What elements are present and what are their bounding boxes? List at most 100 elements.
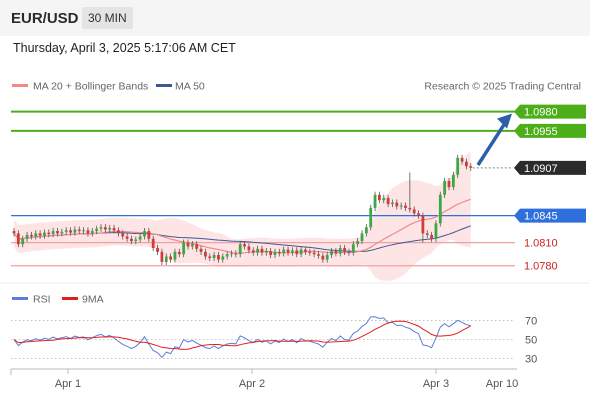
candle: [16, 233, 20, 245]
candle: [182, 242, 186, 255]
candle: [443, 180, 447, 195]
legend-label-ma50: MA 50: [175, 81, 205, 93]
candle: [369, 207, 373, 228]
timeframe-badge[interactable]: 30 MIN: [82, 7, 133, 29]
candle: [173, 251, 177, 260]
legend-swatch-ma20: [12, 84, 28, 87]
candle: [169, 256, 172, 260]
candle: [334, 251, 338, 254]
candle: [177, 251, 181, 255]
price-tag-label-1: 1.0955: [524, 126, 558, 138]
candle: [417, 213, 420, 216]
candle: [112, 227, 116, 231]
candle: [378, 194, 381, 201]
rsi-panel: 70 50 30: [11, 316, 537, 365]
candle: [330, 251, 333, 255]
chart-header: EUR/USD 30 MIN: [0, 0, 590, 36]
forecast-arrowhead: [497, 113, 512, 129]
candle: [51, 231, 55, 235]
timestamp: Thursday, April 3, 2025 5:17:06 AM CET: [13, 41, 236, 55]
candle: [130, 238, 133, 242]
candle: [147, 231, 151, 239]
candle: [34, 233, 38, 237]
candle: [90, 231, 94, 234]
candle: [217, 254, 220, 260]
candle: [438, 194, 442, 224]
candle: [221, 256, 225, 260]
candle: [291, 250, 294, 253]
price-tag-2: [514, 160, 586, 175]
candle: [56, 231, 59, 234]
candle: [391, 202, 394, 205]
candle: [164, 256, 168, 262]
candle: [204, 251, 207, 257]
candle: [212, 254, 216, 259]
candle: [208, 256, 212, 259]
candle: [143, 231, 146, 237]
candle: [86, 230, 90, 234]
candle: [325, 254, 329, 260]
main-legend: MA 20 + Bollinger Bands MA 50 Research ©…: [12, 81, 581, 93]
candle: [30, 234, 33, 237]
candle: [251, 250, 255, 253]
candle: [382, 197, 386, 201]
candle: [234, 253, 238, 255]
candle: [38, 233, 42, 236]
price-tag-0: [514, 104, 586, 119]
candle: [351, 244, 355, 253]
candle: [269, 251, 273, 255]
symbol-title: EUR/USD: [11, 10, 79, 27]
candle: [395, 202, 399, 207]
price-panel: 1.0980 1.0955 1.0907 1.0845 1.0810 1.0780: [11, 104, 586, 281]
candle: [360, 233, 364, 242]
candle: [12, 231, 16, 234]
candle: [125, 236, 129, 239]
candle: [21, 238, 25, 245]
candle: [304, 249, 307, 252]
candle: [247, 246, 251, 251]
candle: [434, 223, 438, 239]
candle: [64, 230, 68, 232]
candle: [156, 248, 159, 252]
time-tick-label: Apr 10: [486, 378, 518, 390]
candle: [186, 242, 190, 247]
candle: [356, 241, 360, 245]
candle: [190, 244, 194, 247]
candle: [456, 157, 460, 175]
price-tag-label-3: 1.0845: [524, 211, 558, 223]
candle: [238, 244, 242, 255]
candle: [256, 248, 259, 253]
rsi-level-label: 30: [525, 353, 537, 365]
legend-label-9ma: 9MA: [82, 294, 104, 306]
candle: [230, 253, 233, 255]
rsi-level-label: 70: [525, 316, 537, 328]
candle: [73, 229, 77, 233]
candle: [282, 249, 286, 254]
rsi-legend: RSI 9MA: [12, 294, 104, 306]
candle: [364, 227, 368, 234]
candle: [47, 232, 51, 235]
candle: [412, 209, 416, 214]
time-tick-label: Apr 3: [423, 378, 449, 390]
legend-swatch-rsi: [12, 297, 28, 300]
candle: [421, 215, 425, 234]
candle: [60, 231, 64, 234]
candle: [321, 255, 325, 260]
candle: [347, 251, 351, 253]
candle: [151, 238, 155, 249]
rsi-level-label: 50: [525, 335, 537, 347]
candle: [108, 227, 112, 230]
candle: [69, 230, 72, 233]
price-tag-1: [514, 123, 586, 138]
candle: [451, 174, 455, 188]
candle: [465, 161, 468, 167]
candle: [43, 232, 46, 236]
price-tag-label-2: 1.0907: [524, 163, 558, 175]
candle: [138, 236, 142, 240]
candle: [295, 250, 299, 255]
candle: [447, 180, 451, 188]
candle: [103, 227, 107, 230]
legend-label-ma20: MA 20 + Bollinger Bands: [33, 81, 148, 93]
candle: [312, 252, 316, 255]
